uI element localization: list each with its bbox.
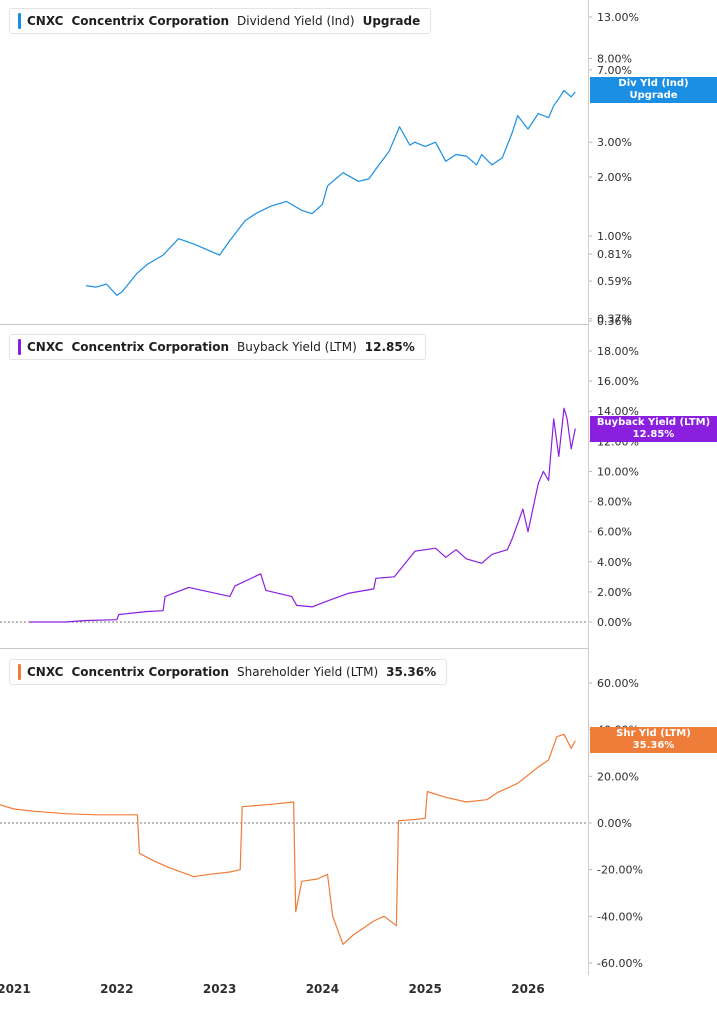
badge-line-2: Upgrade bbox=[629, 90, 678, 101]
badge-line-1: Shr Yld (LTM) bbox=[616, 728, 691, 739]
legend-value: Upgrade bbox=[362, 14, 421, 28]
legend-metric: Shareholder Yield (LTM) bbox=[237, 665, 379, 679]
y-tick-label: -20.00% bbox=[597, 864, 643, 877]
y-tick-label: 0.81% bbox=[597, 248, 632, 261]
legend-buyback[interactable]: CNXC Concentrix Corporation Buyback Yiel… bbox=[9, 334, 426, 360]
y-tick-label: 3.00% bbox=[597, 136, 632, 149]
x-tick-label: 2026 bbox=[511, 982, 544, 996]
legend-company: Concentrix Corporation bbox=[71, 665, 230, 679]
series-line bbox=[85, 89, 576, 296]
y-tick-label: 7.00% bbox=[597, 64, 632, 77]
y-tick-label: 2.00% bbox=[597, 586, 632, 599]
y-tick-label: 0.00% bbox=[597, 817, 632, 830]
series-line bbox=[29, 407, 576, 623]
x-tick-label: 2024 bbox=[306, 982, 339, 996]
y-tick-label: 0.59% bbox=[597, 275, 632, 288]
badge-line-1: Buyback Yield (LTM) bbox=[596, 417, 711, 428]
badge-line-2: 12.85% bbox=[632, 429, 675, 440]
y-tick-label: 18.00% bbox=[597, 345, 639, 358]
y-tick-label: 0.36% bbox=[597, 315, 632, 328]
legend-shareholder[interactable]: CNXC Concentrix Corporation Shareholder … bbox=[9, 659, 448, 685]
legend-ticker: CNXC bbox=[27, 340, 64, 354]
y-tick-label: -60.00% bbox=[597, 957, 643, 970]
x-tick-label: 2025 bbox=[408, 982, 441, 996]
legend-metric: Dividend Yield (Ind) bbox=[237, 14, 355, 28]
y-tick-label: 14.00% bbox=[597, 405, 639, 418]
y-tick-label: 60.00% bbox=[597, 677, 639, 690]
value-badge-shareholder: Shr Yld (LTM) 35.36% bbox=[590, 727, 717, 753]
badge-line-2: 35.36% bbox=[632, 740, 675, 751]
legend-swatch-dividend bbox=[18, 13, 21, 29]
y-tick-label: 0.00% bbox=[597, 616, 632, 629]
legend-ticker: CNXC bbox=[27, 665, 64, 679]
panel-divider-2 bbox=[0, 648, 588, 649]
y-tick-label: 8.00% bbox=[597, 496, 632, 509]
series-line bbox=[0, 733, 576, 945]
y-tick-label: 4.00% bbox=[597, 556, 632, 569]
legend-ticker: CNXC bbox=[27, 14, 64, 28]
value-badge-buyback: Buyback Yield (LTM) 12.85% bbox=[590, 416, 717, 442]
y-tick-label: 10.00% bbox=[597, 465, 639, 478]
legend-metric: Buyback Yield (LTM) bbox=[237, 340, 357, 354]
y-axis-line bbox=[588, 0, 589, 975]
legend-swatch-buyback bbox=[18, 339, 21, 355]
badge-line-1: Div Yld (Ind) bbox=[618, 78, 689, 89]
y-tick-label: 6.00% bbox=[597, 526, 632, 539]
y-tick-label: 8.00% bbox=[597, 52, 632, 65]
x-tick-label: 2023 bbox=[203, 982, 236, 996]
value-badge-dividend: Div Yld (Ind) Upgrade bbox=[590, 77, 717, 103]
y-tick-label: 2.00% bbox=[597, 171, 632, 184]
y-tick-label: 16.00% bbox=[597, 375, 639, 388]
legend-value: 12.85% bbox=[364, 340, 415, 354]
y-tick-label: 20.00% bbox=[597, 770, 639, 783]
y-tick-label: 13.00% bbox=[597, 11, 639, 24]
legend-dividend[interactable]: CNXC Concentrix Corporation Dividend Yie… bbox=[9, 8, 432, 34]
legend-value: 35.36% bbox=[386, 665, 437, 679]
y-tick-label: -40.00% bbox=[597, 910, 643, 923]
panel-divider-1 bbox=[0, 324, 588, 325]
legend-company: Concentrix Corporation bbox=[71, 14, 230, 28]
y-tick-label: 1.00% bbox=[597, 230, 632, 243]
y-tick-label: 0.37% bbox=[597, 313, 632, 326]
legend-swatch-shareholder bbox=[18, 664, 21, 680]
x-tick-label: 2021 bbox=[0, 982, 31, 996]
x-tick-label: 2022 bbox=[100, 982, 133, 996]
legend-company: Concentrix Corporation bbox=[71, 340, 230, 354]
